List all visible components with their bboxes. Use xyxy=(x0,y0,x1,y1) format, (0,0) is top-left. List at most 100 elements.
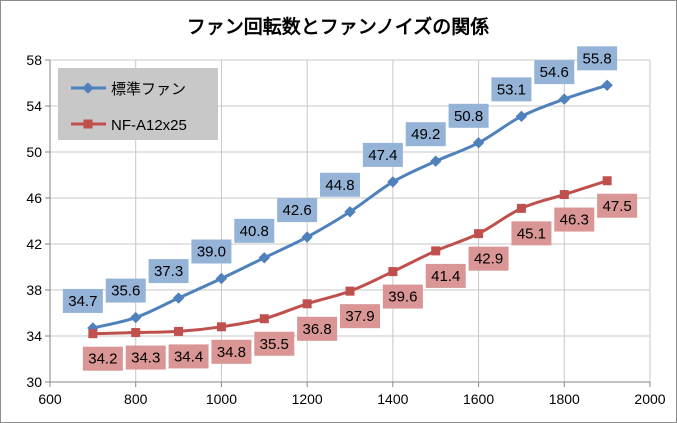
x-tick-label: 2000 xyxy=(634,391,665,407)
x-tick-label: 1800 xyxy=(549,391,580,407)
data-label-bg-series-2 xyxy=(468,246,509,271)
data-label-bg-series-1 xyxy=(148,259,189,284)
y-tick-label: 54 xyxy=(26,98,42,114)
data-point-series-2 xyxy=(431,246,441,256)
data-point-series-1 xyxy=(430,155,442,167)
data-label-series-1: 54.6 xyxy=(540,64,569,81)
data-label-bg-series-1 xyxy=(105,278,146,303)
legend-label-series-1: 標準ファン xyxy=(111,81,186,98)
data-label-series-1: 40.8 xyxy=(240,223,269,240)
y-tick-label: 30 xyxy=(26,374,42,390)
data-labels: 34.7 35.6 37.3 39.0 40.8 42.6 44.8 47.4 49.2 50.8… xyxy=(62,46,638,371)
data-label-bg-series-2 xyxy=(382,284,423,309)
data-point-series-2 xyxy=(474,229,484,239)
legend-marker-diamond xyxy=(82,82,94,94)
data-point-series-2 xyxy=(559,190,569,200)
data-label-series-2: 34.2 xyxy=(88,351,117,368)
x-tick-label: 1000 xyxy=(206,391,237,407)
y-tick-label: 38 xyxy=(26,282,42,298)
data-label-series-1: 37.3 xyxy=(154,263,183,280)
data-point-series-2 xyxy=(345,286,355,296)
data-label-series-1: 55.8 xyxy=(583,50,612,67)
y-tick-label: 42 xyxy=(26,236,42,252)
data-label-series-2: 34.3 xyxy=(131,350,160,367)
legend-marker-series-1 xyxy=(82,82,94,94)
data-label-bg-series-2 xyxy=(597,193,638,218)
data-label-series-2: 45.1 xyxy=(517,225,546,242)
data-point-series-1 xyxy=(301,231,313,243)
data-label-series-2: 36.8 xyxy=(303,321,332,338)
series xyxy=(87,79,613,339)
data-label-series-1: 34.7 xyxy=(68,293,97,310)
data-point-series-2 xyxy=(302,299,312,309)
data-point-series-1 xyxy=(558,93,570,105)
data-label-bg-series-1 xyxy=(320,172,360,197)
data-label-bg-series-2 xyxy=(254,331,295,356)
data-label-series-1: 39.0 xyxy=(197,244,226,261)
axes: 600 800 1000 1200 1400 1600 1800 2000 30 34 38 42 46… xyxy=(26,52,665,407)
data-label-bg-series-2 xyxy=(125,345,166,370)
x-tick-label: 800 xyxy=(124,391,148,407)
data-label-bg-series-1 xyxy=(405,122,446,147)
data-label-series-1: 49.2 xyxy=(411,126,440,143)
data-label-bg-series-1 xyxy=(448,103,489,128)
data-label-bg-series-1 xyxy=(234,218,275,243)
data-label-series-2: 34.4 xyxy=(174,348,203,365)
data-label-bg-series-1 xyxy=(534,60,575,85)
legend: 標準ファン NF-A12x25 xyxy=(58,68,218,140)
data-label-bg-series-2 xyxy=(554,207,595,232)
data-label-bg-series-2 xyxy=(425,263,466,288)
x-tick-label: 1400 xyxy=(377,391,408,407)
data-point-series-1 xyxy=(258,252,270,264)
data-label-bg-series-2 xyxy=(168,344,209,369)
y-tick-label: 46 xyxy=(26,190,42,206)
data-label-bg-series-1 xyxy=(191,239,232,264)
y-tick-label: 34 xyxy=(26,328,42,344)
data-point-series-2 xyxy=(516,203,526,213)
data-label-bg-series-2 xyxy=(511,221,552,246)
data-point-series-2 xyxy=(602,176,612,186)
data-point-series-1 xyxy=(601,79,613,92)
data-label-series-2: 46.3 xyxy=(560,212,589,229)
y-tick-label: 58 xyxy=(26,52,42,68)
data-point-series-2 xyxy=(174,326,184,336)
data-label-bg-series-1 xyxy=(577,46,618,71)
data-label-bg-series-1 xyxy=(277,198,318,223)
data-label-series-2: 37.9 xyxy=(345,308,374,325)
data-label-series-2: 47.5 xyxy=(603,198,632,215)
data-point-series-1 xyxy=(130,311,142,324)
data-label-bg-series-1 xyxy=(362,142,403,167)
data-label-bg-series-1 xyxy=(491,77,532,102)
data-label-bg-series-2 xyxy=(297,316,338,341)
data-point-series-2 xyxy=(88,329,98,339)
legend-marker-square xyxy=(83,119,93,129)
data-point-series-2 xyxy=(388,267,398,277)
data-label-series-1: 35.6 xyxy=(111,283,140,300)
data-point-series-2 xyxy=(216,322,226,332)
data-label-series-2: 42.9 xyxy=(474,251,503,268)
x-tick-label: 600 xyxy=(38,391,62,407)
data-label-bg-series-2 xyxy=(82,346,123,371)
data-point-series-1 xyxy=(344,206,356,218)
data-label-series-1: 44.8 xyxy=(325,177,354,194)
data-label-series-1: 53.1 xyxy=(497,81,526,98)
data-label-series-2: 35.5 xyxy=(260,336,289,353)
data-label-series-1: 42.6 xyxy=(283,202,312,219)
data-point-series-1 xyxy=(215,272,228,285)
data-label-series-1: 47.4 xyxy=(368,147,397,164)
y-tick-label: 50 xyxy=(26,144,42,160)
x-tick-label: 1200 xyxy=(292,391,323,407)
data-label-series-2: 41.4 xyxy=(431,268,460,285)
data-label-series-2: 39.6 xyxy=(388,289,417,306)
data-label-series-2: 34.8 xyxy=(217,344,246,361)
data-label-bg-series-2 xyxy=(340,304,380,329)
data-point-series-1 xyxy=(387,176,399,188)
data-point-series-1 xyxy=(172,292,185,304)
data-label-bg-series-2 xyxy=(211,339,252,364)
data-point-series-2 xyxy=(131,328,141,338)
data-label-bg-series-1 xyxy=(62,288,103,313)
legend-marker-series-2 xyxy=(83,119,93,129)
data-point-series-1 xyxy=(472,137,485,149)
x-tick-label: 1600 xyxy=(463,391,494,407)
